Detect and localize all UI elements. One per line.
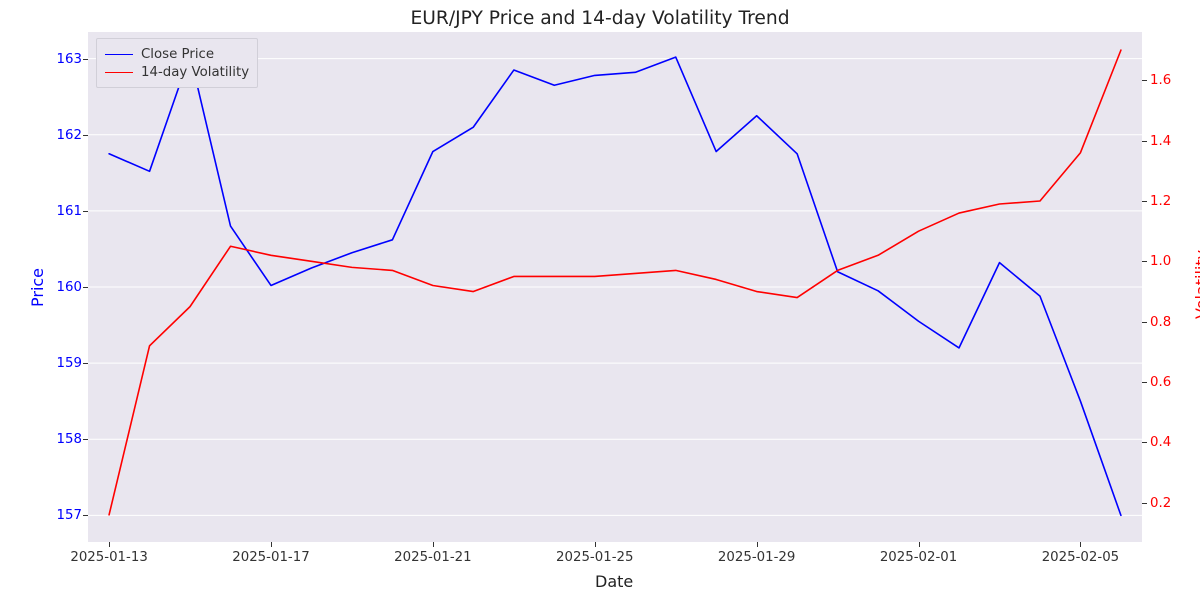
lines-svg	[88, 32, 1142, 542]
y-left-tick-mark	[83, 439, 88, 440]
y-left-tick-mark	[83, 59, 88, 60]
y-left-tick-label: 161	[48, 204, 82, 219]
y-left-tick-mark	[83, 135, 88, 136]
y-left-tick-label: 162	[48, 128, 82, 143]
x-tick-mark	[271, 542, 272, 547]
plot-area	[88, 32, 1142, 542]
y-right-tick-label: 0.2	[1150, 496, 1171, 511]
y-right-tick-mark	[1142, 141, 1147, 142]
y-left-tick-label: 158	[48, 432, 82, 447]
legend-label: Close Price	[141, 47, 214, 62]
y-right-tick-mark	[1142, 261, 1147, 262]
y-left-tick-label: 159	[48, 356, 82, 371]
y-left-tick-mark	[83, 211, 88, 212]
legend-swatch	[105, 54, 133, 55]
volatility-line	[109, 50, 1121, 515]
y-left-tick-label: 160	[48, 280, 82, 295]
legend-label: 14-day Volatility	[141, 65, 249, 80]
x-tick-mark	[919, 542, 920, 547]
legend-swatch	[105, 72, 133, 73]
y-right-tick-mark	[1142, 503, 1147, 504]
price-line	[109, 55, 1121, 516]
x-tick-mark	[1080, 542, 1081, 547]
x-tick-mark	[757, 542, 758, 547]
y-right-tick-mark	[1142, 201, 1147, 202]
x-tick-mark	[109, 542, 110, 547]
x-tick-mark	[433, 542, 434, 547]
y-right-tick-label: 1.0	[1150, 254, 1171, 269]
x-tick-label: 2025-01-29	[718, 550, 795, 565]
y-right-tick-label: 0.6	[1150, 375, 1171, 390]
y-axis-left-label: Price	[28, 268, 47, 307]
y-left-tick-label: 163	[48, 52, 82, 67]
x-axis-label: Date	[595, 572, 633, 591]
x-tick-label: 2025-01-17	[232, 550, 309, 565]
y-right-tick-label: 0.4	[1150, 435, 1171, 450]
y-left-tick-mark	[83, 287, 88, 288]
chart-stage: EUR/JPY Price and 14-day Volatility Tren…	[0, 0, 1200, 600]
x-tick-label: 2025-01-25	[556, 550, 633, 565]
chart-title: EUR/JPY Price and 14-day Volatility Tren…	[0, 8, 1200, 29]
y-left-tick-mark	[83, 515, 88, 516]
y-right-tick-mark	[1142, 442, 1147, 443]
legend: Close Price 14-day Volatility	[96, 38, 258, 88]
y-right-tick-label: 1.2	[1150, 194, 1171, 209]
y-right-tick-label: 1.4	[1150, 134, 1171, 149]
x-tick-label: 2025-02-05	[1042, 550, 1119, 565]
y-right-tick-label: 1.6	[1150, 73, 1171, 88]
y-axis-right-label: Volatility	[1192, 250, 1200, 319]
y-right-tick-mark	[1142, 80, 1147, 81]
legend-item-price: Close Price	[105, 45, 249, 63]
x-tick-label: 2025-01-21	[394, 550, 471, 565]
legend-item-vol: 14-day Volatility	[105, 63, 249, 81]
y-right-tick-mark	[1142, 382, 1147, 383]
y-right-tick-label: 0.8	[1150, 315, 1171, 330]
x-tick-mark	[595, 542, 596, 547]
y-left-tick-mark	[83, 363, 88, 364]
x-tick-label: 2025-02-01	[880, 550, 957, 565]
y-right-tick-mark	[1142, 322, 1147, 323]
y-left-tick-label: 157	[48, 508, 82, 523]
x-tick-label: 2025-01-13	[70, 550, 147, 565]
